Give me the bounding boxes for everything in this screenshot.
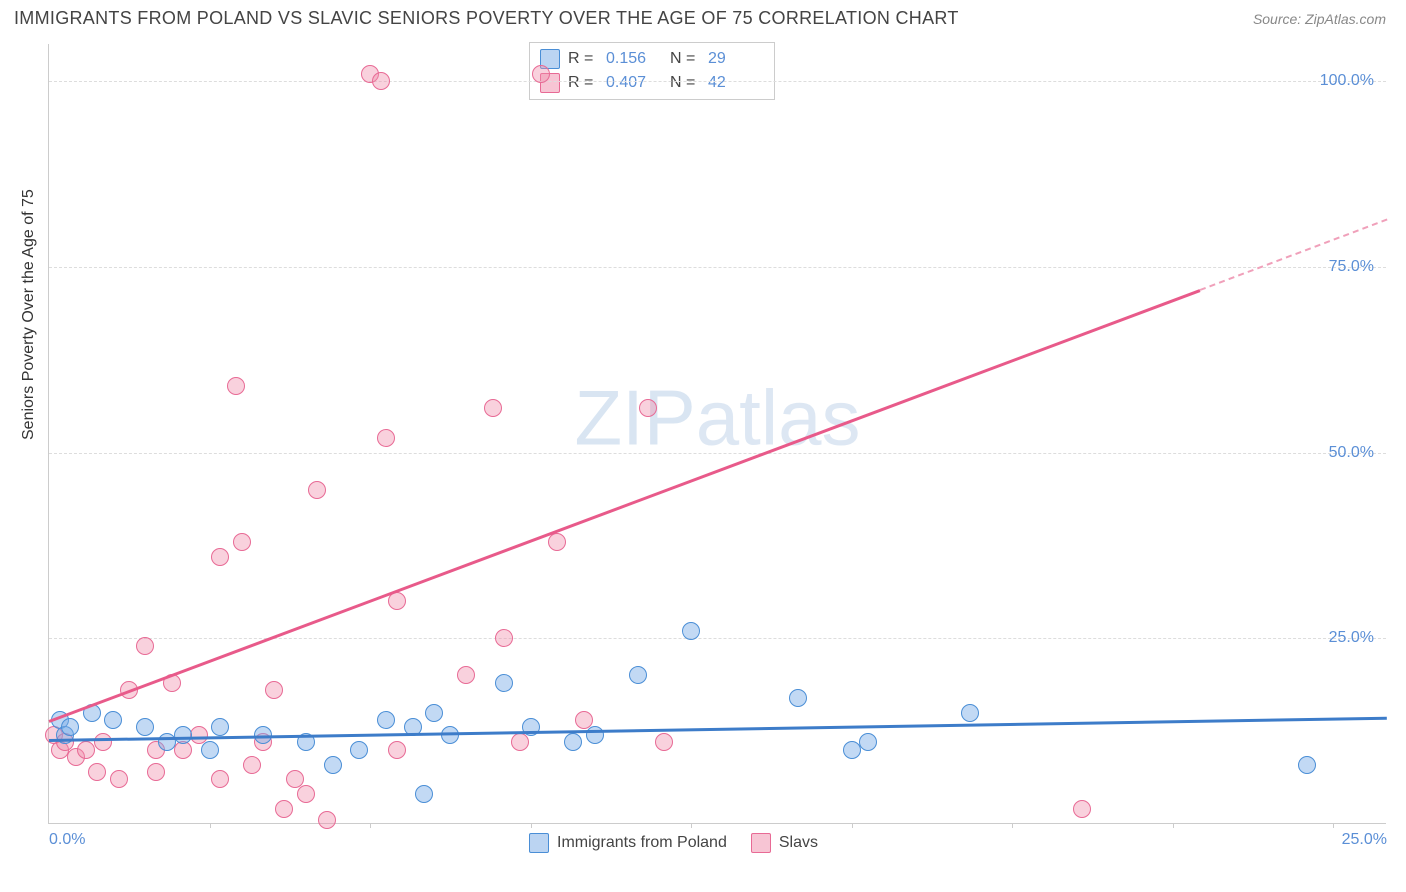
scatter-point-pink	[532, 65, 550, 83]
scatter-point-pink	[110, 770, 128, 788]
scatter-point-blue	[174, 726, 192, 744]
scatter-point-pink	[457, 666, 475, 684]
scatter-point-pink	[1073, 800, 1091, 818]
scatter-point-blue	[682, 622, 700, 640]
trend-line-pink	[48, 289, 1200, 723]
series-legend: Immigrants from Poland Slavs	[529, 833, 818, 853]
grid-line	[49, 81, 1386, 82]
scatter-point-pink	[94, 733, 112, 751]
scatter-point-blue	[789, 689, 807, 707]
scatter-chart: ZIPatlas R = 0.156 N = 29 R = 0.407 N = …	[48, 44, 1386, 824]
scatter-point-blue	[961, 704, 979, 722]
scatter-point-pink	[388, 741, 406, 759]
r-label: R =	[568, 50, 598, 68]
r-value: 0.156	[606, 50, 662, 68]
series-label: Slavs	[779, 834, 818, 852]
legend-swatch-pink	[751, 833, 771, 853]
scatter-point-blue	[495, 674, 513, 692]
y-tick-label: 50.0%	[1329, 444, 1374, 462]
x-tick-mark	[852, 823, 853, 828]
n-value: 29	[708, 50, 764, 68]
scatter-point-pink	[136, 637, 154, 655]
scatter-point-blue	[136, 718, 154, 736]
series-legend-item: Immigrants from Poland	[529, 833, 727, 853]
grid-line	[49, 267, 1386, 268]
scatter-point-blue	[859, 733, 877, 751]
x-tick-mark	[1173, 823, 1174, 828]
stats-legend-row: R = 0.156 N = 29	[540, 47, 764, 71]
x-tick-mark	[210, 823, 211, 828]
n-label: N =	[670, 50, 700, 68]
scatter-point-blue	[564, 733, 582, 751]
scatter-point-blue	[201, 741, 219, 759]
scatter-point-blue	[211, 718, 229, 736]
scatter-point-pink	[495, 629, 513, 647]
scatter-point-pink	[308, 481, 326, 499]
y-tick-label: 100.0%	[1320, 72, 1374, 90]
scatter-point-blue	[61, 718, 79, 736]
chart-title: IMMIGRANTS FROM POLAND VS SLAVIC SENIORS…	[14, 8, 959, 29]
y-axis-title: Seniors Poverty Over the Age of 75	[20, 189, 38, 440]
grid-line	[49, 453, 1386, 454]
trend-line-blue	[49, 716, 1387, 741]
r-label: R =	[568, 74, 598, 92]
n-value: 42	[708, 74, 764, 92]
scatter-point-pink	[211, 770, 229, 788]
scatter-point-blue	[324, 756, 342, 774]
trend-line-pink-dashed	[1199, 219, 1387, 291]
y-tick-label: 25.0%	[1329, 629, 1374, 647]
scatter-point-blue	[104, 711, 122, 729]
scatter-point-blue	[1298, 756, 1316, 774]
scatter-point-pink	[243, 756, 261, 774]
scatter-point-blue	[425, 704, 443, 722]
scatter-point-blue	[415, 785, 433, 803]
scatter-point-blue	[629, 666, 647, 684]
scatter-point-pink	[655, 733, 673, 751]
scatter-point-pink	[511, 733, 529, 751]
scatter-point-pink	[484, 399, 502, 417]
scatter-point-pink	[275, 800, 293, 818]
x-tick-mark	[691, 823, 692, 828]
scatter-point-blue	[377, 711, 395, 729]
scatter-point-pink	[639, 399, 657, 417]
header: IMMIGRANTS FROM POLAND VS SLAVIC SENIORS…	[0, 0, 1406, 33]
r-value: 0.407	[606, 74, 662, 92]
watermark: ZIPatlas	[574, 372, 860, 463]
stats-legend-row: R = 0.407 N = 42	[540, 71, 764, 95]
x-tick-mark	[370, 823, 371, 828]
x-tick-label: 25.0%	[1342, 831, 1387, 849]
source-attribution: Source: ZipAtlas.com	[1253, 11, 1386, 27]
scatter-point-pink	[265, 681, 283, 699]
scatter-point-pink	[88, 763, 106, 781]
series-legend-item: Slavs	[751, 833, 818, 853]
x-tick-mark	[531, 823, 532, 828]
scatter-point-pink	[297, 785, 315, 803]
scatter-point-pink	[318, 811, 336, 829]
y-tick-label: 75.0%	[1329, 258, 1374, 276]
scatter-point-pink	[211, 548, 229, 566]
scatter-point-pink	[372, 72, 390, 90]
x-tick-label: 0.0%	[49, 831, 85, 849]
scatter-point-pink	[227, 377, 245, 395]
series-label: Immigrants from Poland	[557, 834, 727, 852]
grid-line	[49, 638, 1386, 639]
scatter-point-pink	[548, 533, 566, 551]
n-label: N =	[670, 74, 700, 92]
scatter-point-pink	[147, 763, 165, 781]
scatter-point-pink	[233, 533, 251, 551]
scatter-point-pink	[377, 429, 395, 447]
legend-swatch-blue	[529, 833, 549, 853]
x-tick-mark	[1333, 823, 1334, 828]
stats-legend: R = 0.156 N = 29 R = 0.407 N = 42	[529, 42, 775, 100]
x-tick-mark	[1012, 823, 1013, 828]
scatter-point-blue	[586, 726, 604, 744]
scatter-point-blue	[350, 741, 368, 759]
